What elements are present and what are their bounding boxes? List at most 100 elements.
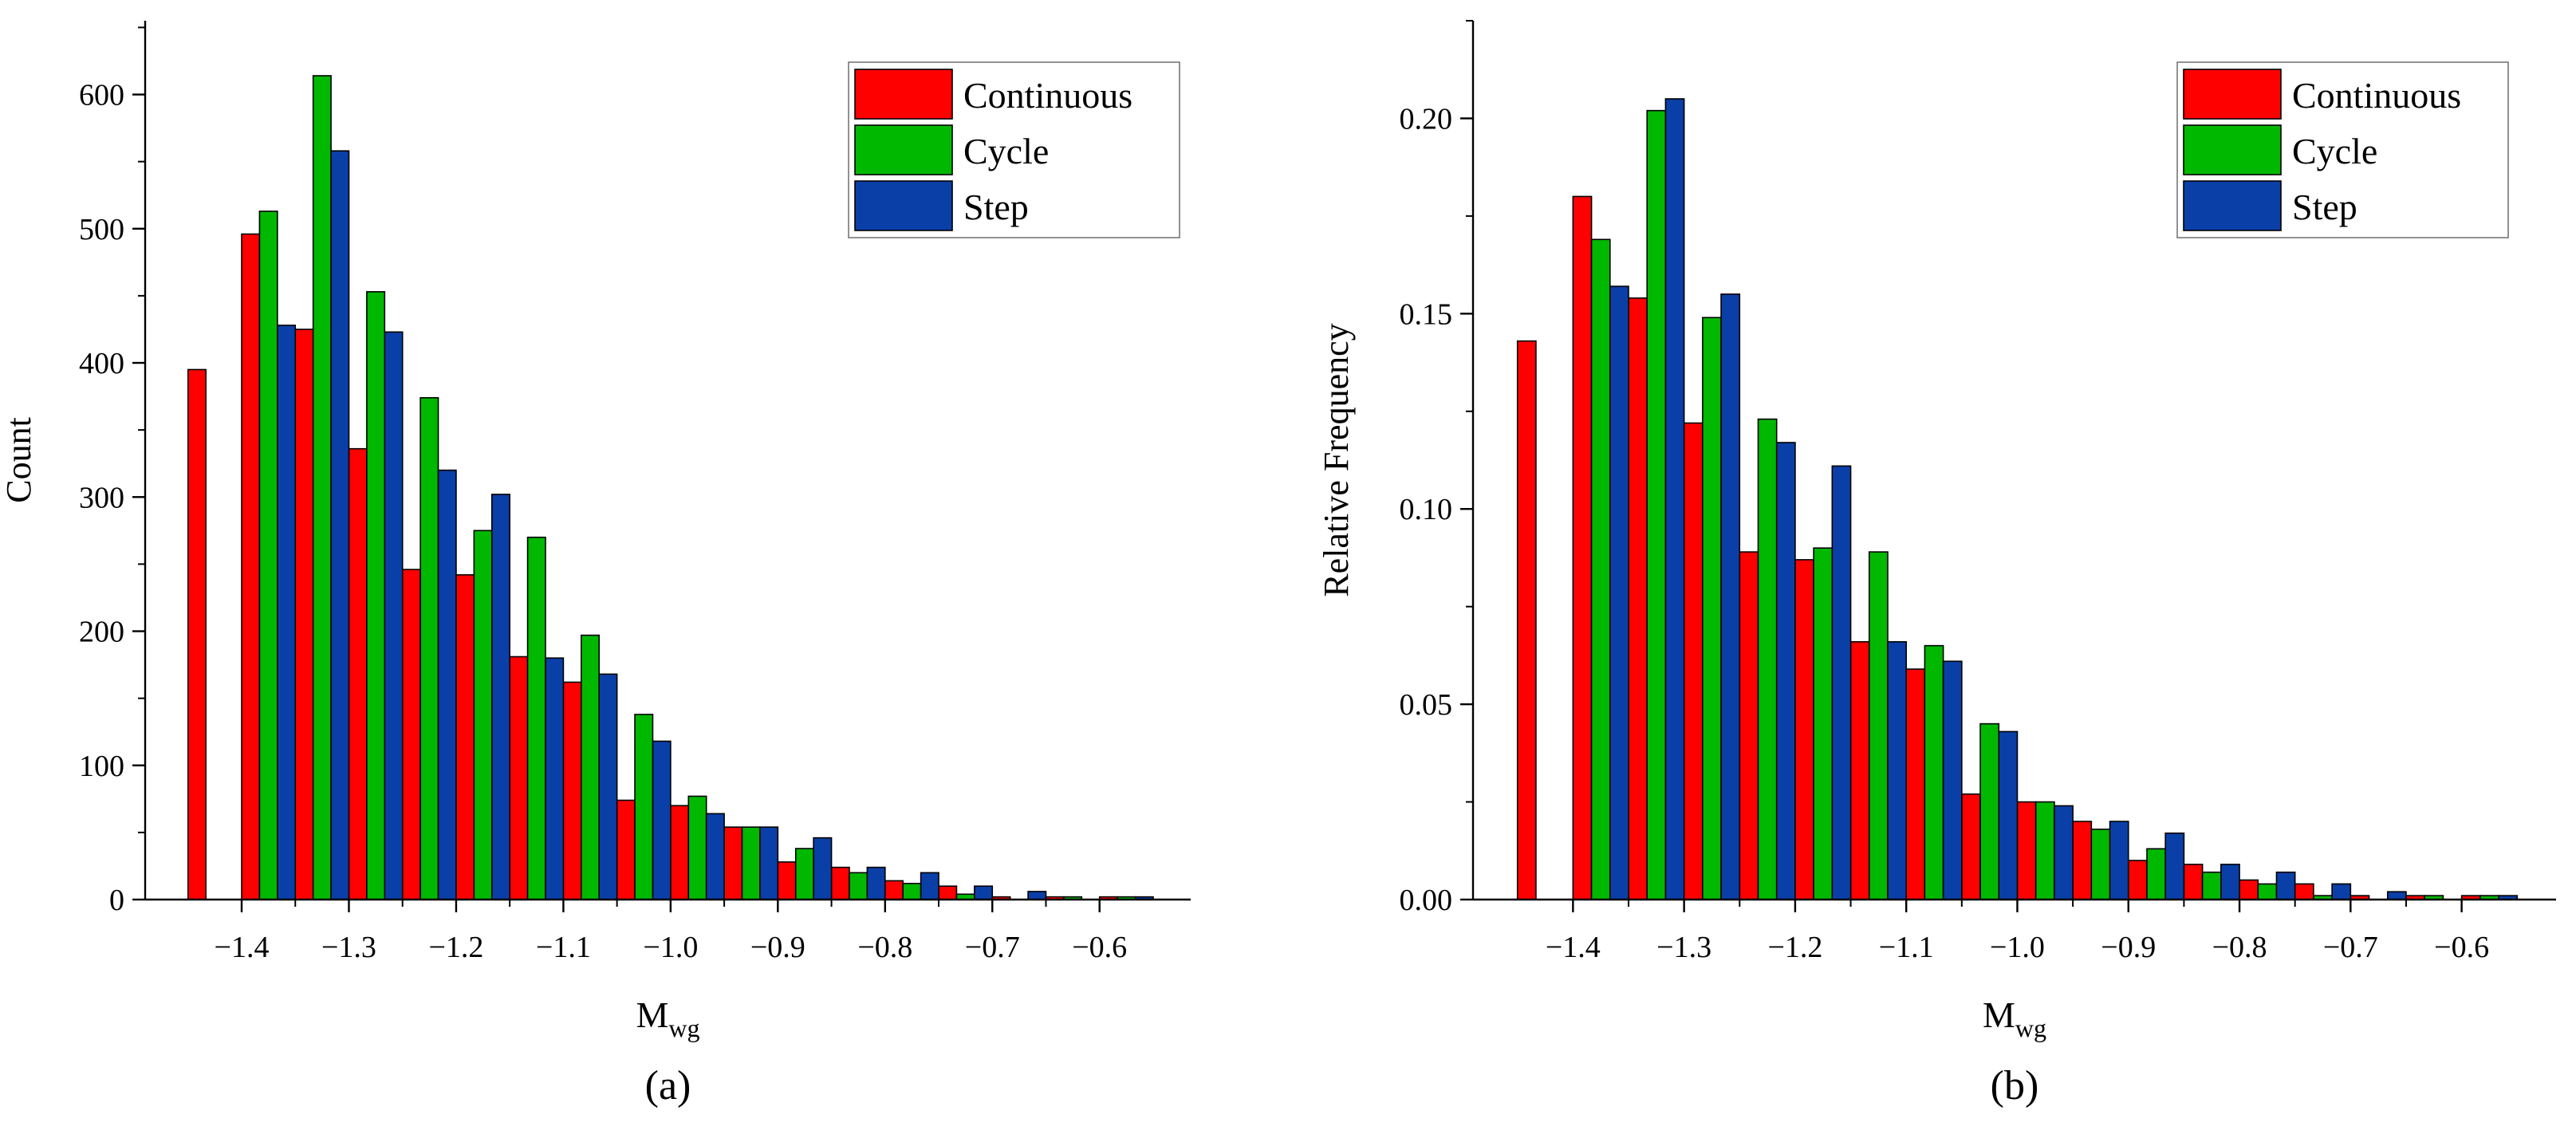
- bar-step: [2164, 832, 2185, 900]
- bar-step: [920, 872, 939, 900]
- x-tick-label: −1.1: [1879, 931, 1934, 964]
- y-axis-label: Count: [0, 417, 38, 503]
- bar-cycle: [366, 291, 386, 900]
- y-axis-label: Relative Frequency: [1317, 323, 1356, 597]
- legend: Continuous Cycle Step: [2176, 61, 2509, 238]
- bar-step: [759, 826, 779, 900]
- x-tick-label: −0.6: [2434, 931, 2489, 964]
- bar-step: [545, 657, 565, 900]
- bar-cycle: [687, 795, 707, 900]
- x-tick-label: −0.7: [2323, 931, 2378, 964]
- x-tick-label: −0.8: [857, 931, 912, 964]
- bar-step: [277, 325, 297, 900]
- bar-cycle: [2090, 829, 2111, 900]
- bar-step: [1720, 293, 1741, 900]
- bar-step: [598, 673, 618, 900]
- bar-continuous: [241, 233, 261, 900]
- bar-continuous: [1683, 422, 1704, 900]
- y-tick-label: 0.10: [1400, 493, 1453, 526]
- y-tick-label: 100: [79, 750, 124, 783]
- bar-continuous: [294, 329, 314, 900]
- bar-cycle: [1702, 317, 1722, 900]
- y-tick-label: 0: [109, 884, 124, 917]
- bar-step: [490, 494, 510, 900]
- y-tick-label: 400: [79, 347, 124, 380]
- panel-a: −1.4 −1.3 −1.2 −1.1 −1.0 −0.9 −0.8 −0.7 −0.6 0 100…: [0, 21, 1191, 1108]
- bar-cycle: [794, 848, 814, 900]
- x-axis-label: Mwg: [636, 994, 699, 1042]
- bar-continuous: [830, 866, 850, 900]
- bar-cycle: [849, 872, 869, 900]
- y-tick-label: 600: [79, 79, 124, 112]
- bar-step: [2275, 871, 2296, 900]
- bar-continuous: [2239, 879, 2259, 900]
- bar-continuous: [1572, 195, 1593, 900]
- bar-continuous: [1516, 340, 1537, 900]
- legend-swatch-step: [854, 180, 953, 231]
- bar-continuous: [509, 656, 529, 900]
- bar-step: [2220, 864, 2240, 900]
- bar-continuous: [1961, 793, 1981, 900]
- bar-continuous: [2127, 860, 2148, 900]
- bar-cycle: [634, 714, 654, 900]
- bar-cycle: [1813, 547, 1834, 900]
- y-tick-label: 200: [79, 616, 124, 649]
- bar-continuous: [723, 826, 743, 900]
- legend-label-continuous: Continuous: [2292, 75, 2461, 116]
- bar-step: [813, 837, 833, 900]
- bar-step: [1775, 442, 1796, 900]
- bar-step: [1831, 465, 1852, 900]
- bar-continuous: [2016, 801, 2037, 900]
- bar-cycle: [2257, 883, 2278, 900]
- bar-cycle: [1868, 551, 1889, 900]
- bars-group: [187, 75, 1154, 900]
- bar-cycle: [581, 634, 601, 900]
- bar-cycle: [526, 536, 546, 900]
- x-tick-label: −1.2: [1767, 931, 1822, 964]
- bar-cycle: [2146, 848, 2166, 900]
- bar-cycle: [312, 75, 332, 900]
- bar-cycle: [2034, 801, 2055, 900]
- bar-continuous: [562, 681, 582, 900]
- bar-continuous: [670, 805, 690, 900]
- x-axis-label-main: M: [1983, 994, 2015, 1035]
- bar-step: [2054, 805, 2074, 900]
- bar-continuous: [1794, 559, 1814, 900]
- bar-step: [866, 866, 886, 900]
- legend-label-cycle: Cycle: [963, 131, 1049, 171]
- y-tick-label: 300: [79, 481, 124, 514]
- bar-continuous: [187, 368, 207, 900]
- x-tick-label: −0.7: [965, 931, 1020, 964]
- bars-group: [1516, 98, 2519, 900]
- bar-continuous: [1628, 297, 1648, 900]
- x-axis-label: Mwg: [1983, 994, 2046, 1042]
- panel-label: (a): [645, 1063, 691, 1108]
- bar-step: [1664, 98, 1685, 900]
- bar-continuous: [2183, 864, 2204, 900]
- legend-label-cycle: Cycle: [2292, 131, 2377, 171]
- bar-continuous: [1905, 668, 1926, 900]
- x-tick-label: −1.4: [1546, 931, 1601, 964]
- bar-step: [2386, 891, 2407, 900]
- bar-step: [705, 813, 725, 900]
- bar-continuous: [401, 569, 421, 900]
- legend-label-continuous: Continuous: [963, 75, 1132, 116]
- x-axis-label-sub: wg: [2015, 1014, 2046, 1042]
- y-tick-label: 0.05: [1400, 688, 1453, 722]
- legend: Continuous Cycle Step: [848, 61, 1180, 238]
- x-tick-label: −1.4: [215, 931, 270, 964]
- bar-cycle: [1590, 238, 1611, 900]
- bar-cycle: [258, 211, 278, 900]
- legend-swatch-cycle: [2183, 124, 2282, 175]
- panel-b: −1.4 −1.3 −1.2 −1.1 −1.0 −0.9 −0.8 −0.7 −0.6 0.00…: [1317, 20, 2556, 1108]
- bar-step: [974, 885, 994, 900]
- bar-cycle: [1924, 644, 1944, 900]
- bar-cycle: [1979, 723, 2000, 900]
- bar-continuous: [348, 447, 368, 900]
- bar-step: [652, 740, 672, 900]
- bar-continuous: [616, 799, 636, 900]
- bar-continuous: [1849, 640, 1870, 900]
- bar-step: [1887, 640, 1907, 900]
- x-axis-label-main: M: [636, 994, 668, 1035]
